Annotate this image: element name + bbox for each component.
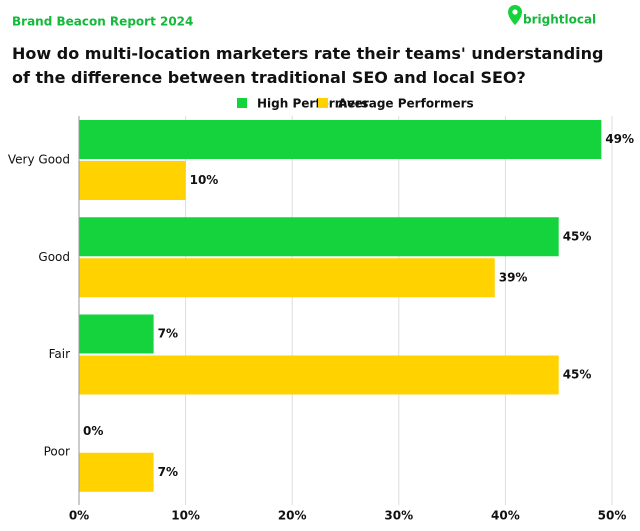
y-tick-label: Good bbox=[38, 250, 70, 264]
bar bbox=[79, 314, 154, 354]
chart-title: How do multi-location marketers rate the… bbox=[12, 44, 604, 87]
report-title: Brand Beacon Report 2024 bbox=[12, 15, 193, 29]
bar bbox=[79, 355, 559, 395]
logo-pin-dot bbox=[512, 9, 518, 15]
legend-label: Average Performers bbox=[338, 97, 474, 111]
value-label: 7% bbox=[158, 327, 178, 341]
bar bbox=[79, 217, 559, 257]
y-tick-label: Fair bbox=[49, 347, 70, 361]
bar bbox=[79, 120, 602, 159]
legend-swatch bbox=[237, 98, 247, 108]
x-tick-label: 10% bbox=[171, 509, 200, 523]
bar bbox=[79, 161, 186, 200]
value-label: 10% bbox=[190, 173, 219, 187]
y-tick-label: Very Good bbox=[8, 153, 70, 167]
y-tick-label: Poor bbox=[44, 444, 70, 458]
value-label: 7% bbox=[158, 465, 178, 479]
value-label: 0% bbox=[83, 424, 103, 438]
x-tick-label: 20% bbox=[278, 509, 307, 523]
value-label: 45% bbox=[563, 368, 592, 382]
legend-label: High Performers bbox=[257, 97, 368, 111]
value-label: 49% bbox=[605, 132, 634, 146]
x-tick-label: 30% bbox=[384, 509, 413, 523]
x-tick-label: 50% bbox=[598, 509, 627, 523]
logo-pin bbox=[508, 5, 522, 25]
legend-swatch bbox=[318, 98, 328, 108]
bar bbox=[79, 452, 154, 492]
value-label: 45% bbox=[563, 229, 592, 243]
x-tick-label: 40% bbox=[491, 509, 520, 523]
logo: brightlocal bbox=[523, 13, 596, 27]
x-tick-label: 0% bbox=[69, 509, 89, 523]
bar bbox=[79, 258, 495, 298]
value-label: 39% bbox=[499, 270, 528, 284]
